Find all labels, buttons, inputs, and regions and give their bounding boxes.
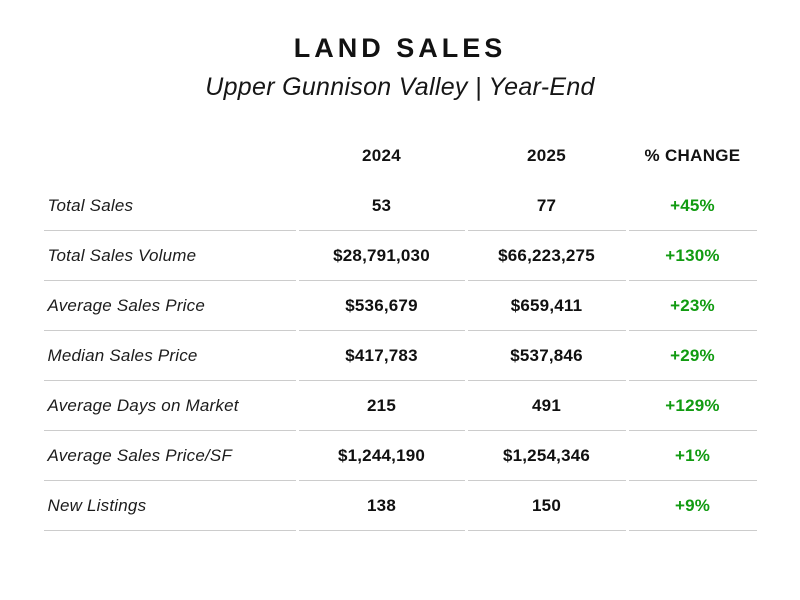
percent-change: +1% <box>628 431 757 481</box>
report-title: LAND SALES <box>293 33 507 63</box>
table-row-new-listings: New Listings 138 150 +9% <box>43 481 757 531</box>
value-2024: 215 <box>298 381 465 431</box>
value-2025: 491 <box>467 381 626 431</box>
percent-change: +9% <box>628 481 757 531</box>
column-header-2025: 2025 <box>526 146 567 165</box>
column-header-metric <box>44 146 296 181</box>
column-header-2024: 2024 <box>361 146 402 165</box>
table-row-total-sales-volume: Total Sales Volume $28,791,030 $66,223,2… <box>43 231 757 281</box>
value-2024: $417,783 <box>298 331 465 381</box>
report-subtitle: Upper Gunnison Valley | Year-End <box>205 73 595 101</box>
value-2025: $537,846 <box>467 331 626 381</box>
value-2024: $28,791,030 <box>298 231 465 281</box>
percent-change: +29% <box>628 331 757 381</box>
land-sales-table: 2024 2025 % CHANGE Total Sales 53 77 +45… <box>41 146 760 531</box>
land-sales-report: LAND SALES Upper Gunnison Valley | Year-… <box>41 33 760 531</box>
value-2024: 53 <box>298 181 465 231</box>
table-row-average-days-on-market: Average Days on Market 215 491 +129% <box>43 381 757 431</box>
value-2025: 150 <box>467 481 626 531</box>
row-label: Total Sales <box>43 181 296 231</box>
row-label: Average Sales Price <box>43 281 296 331</box>
value-2025: 77 <box>467 181 626 231</box>
value-2025: $1,254,346 <box>467 431 626 481</box>
percent-change: +130% <box>628 231 757 281</box>
table-row-median-sales-price: Median Sales Price $417,783 $537,846 +29… <box>43 331 757 381</box>
table-row-average-sales-price: Average Sales Price $536,679 $659,411 +2… <box>43 281 757 331</box>
table-row-average-sales-price-sf: Average Sales Price/SF $1,244,190 $1,254… <box>43 431 757 481</box>
value-2024: $1,244,190 <box>298 431 465 481</box>
percent-change: +23% <box>628 281 757 331</box>
percent-change: +129% <box>628 381 757 431</box>
value-2025: $659,411 <box>467 281 626 331</box>
header-row: 2024 2025 % CHANGE <box>44 146 757 181</box>
value-2024: $536,679 <box>298 281 465 331</box>
value-2024: 138 <box>298 481 465 531</box>
row-label: Median Sales Price <box>43 331 296 381</box>
value-2025: $66,223,275 <box>467 231 626 281</box>
table-row-total-sales: Total Sales 53 77 +45% <box>43 181 757 231</box>
percent-change: +45% <box>628 181 757 231</box>
column-header-percent-change: % CHANGE <box>644 146 741 165</box>
row-label: Total Sales Volume <box>43 231 296 281</box>
row-label: New Listings <box>43 481 296 531</box>
row-label: Average Sales Price/SF <box>43 431 296 481</box>
row-label: Average Days on Market <box>43 381 296 431</box>
